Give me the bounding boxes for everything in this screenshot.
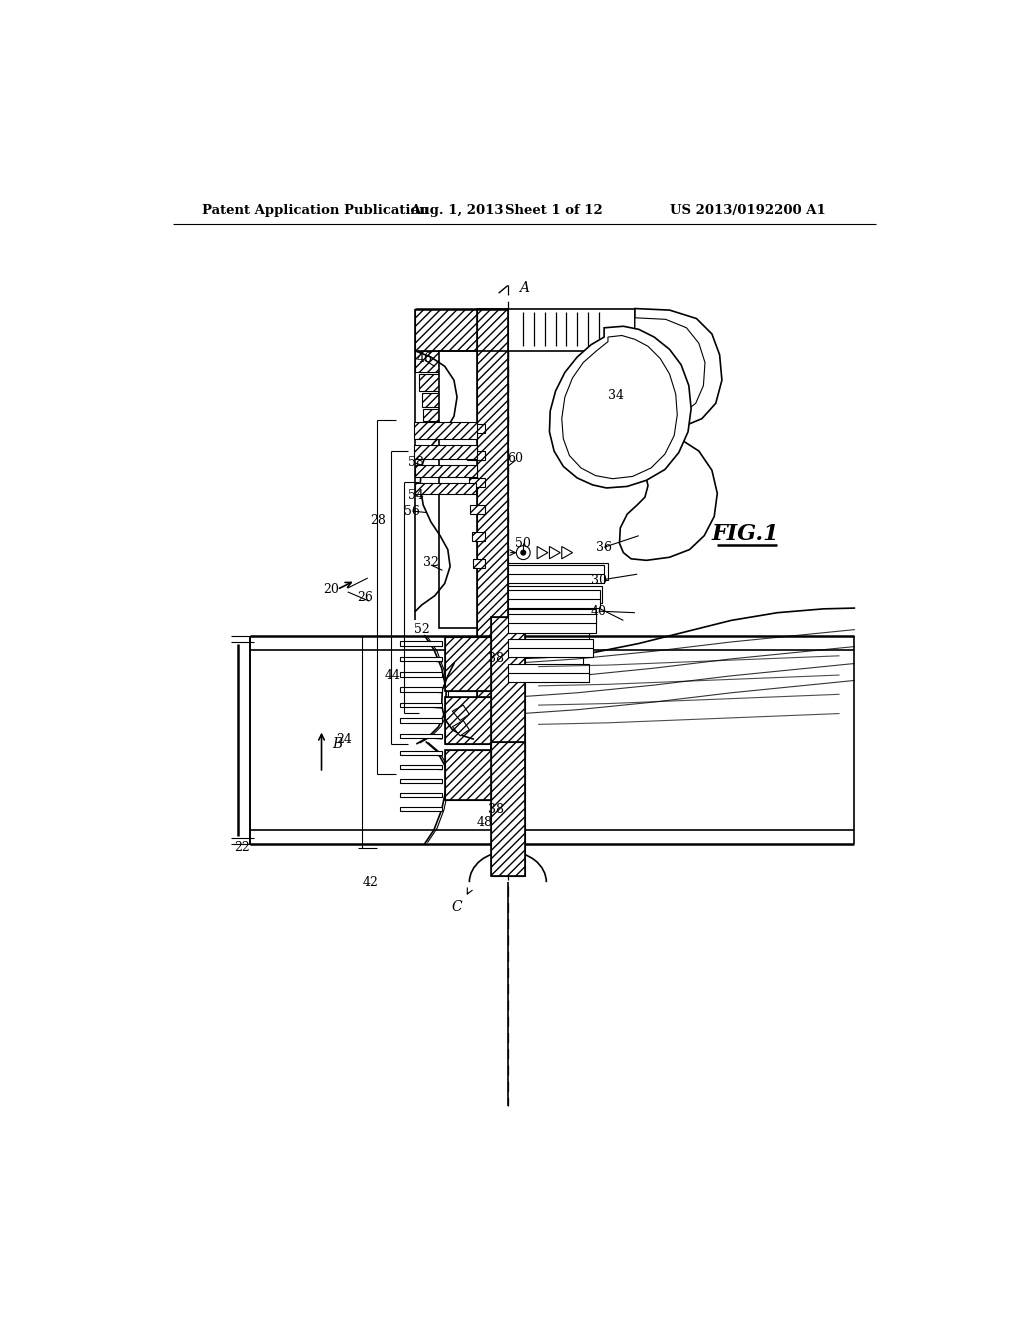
Bar — [416, 309, 508, 351]
Bar — [416, 483, 475, 494]
Text: 38: 38 — [488, 803, 504, 816]
Text: 26: 26 — [357, 591, 374, 603]
Circle shape — [521, 550, 525, 554]
Bar — [508, 655, 584, 672]
Bar — [477, 309, 508, 701]
Bar — [469, 478, 484, 487]
Polygon shape — [635, 309, 722, 429]
Bar — [472, 532, 484, 541]
Bar — [508, 586, 602, 603]
Text: 50: 50 — [515, 537, 531, 550]
Text: 48: 48 — [477, 816, 493, 829]
Bar — [400, 642, 442, 645]
Bar — [508, 565, 604, 583]
Bar — [400, 656, 442, 661]
Bar — [470, 506, 484, 515]
Bar — [414, 422, 477, 438]
Bar — [400, 672, 442, 677]
Bar — [444, 750, 490, 800]
Text: 30: 30 — [591, 574, 606, 587]
Text: 40: 40 — [591, 605, 606, 618]
Text: 60: 60 — [508, 453, 523, 465]
Bar — [508, 632, 590, 649]
Text: 28: 28 — [371, 513, 386, 527]
Bar — [423, 409, 508, 421]
Text: B: B — [333, 737, 343, 751]
Bar — [444, 697, 490, 743]
Text: Sheet 1 of 12: Sheet 1 of 12 — [505, 205, 602, 218]
Bar — [400, 751, 442, 755]
Bar — [400, 734, 442, 738]
Bar — [508, 562, 608, 579]
Bar — [466, 424, 484, 433]
Polygon shape — [453, 705, 469, 721]
Bar — [444, 750, 490, 800]
Text: 42: 42 — [362, 875, 379, 888]
Bar — [508, 609, 596, 626]
Text: Aug. 1, 2013: Aug. 1, 2013 — [410, 205, 504, 218]
Bar — [416, 351, 508, 372]
Text: 56: 56 — [404, 504, 420, 517]
Bar — [419, 374, 508, 391]
Polygon shape — [620, 424, 717, 560]
Text: 34: 34 — [607, 389, 624, 403]
Text: 36: 36 — [596, 541, 612, 554]
Bar — [400, 718, 442, 723]
Bar — [477, 309, 508, 701]
Bar — [414, 445, 477, 459]
Polygon shape — [550, 326, 691, 488]
Text: 58: 58 — [408, 455, 423, 469]
Bar — [508, 639, 593, 657]
Bar — [400, 779, 442, 783]
Bar — [490, 742, 525, 876]
Polygon shape — [453, 721, 469, 737]
Bar — [444, 697, 490, 743]
Bar — [467, 451, 484, 461]
Polygon shape — [562, 335, 677, 479]
Text: 22: 22 — [234, 841, 250, 854]
Text: 38: 38 — [488, 652, 504, 665]
Text: A: A — [518, 281, 528, 294]
Text: FIG.1: FIG.1 — [712, 523, 779, 545]
Bar — [444, 638, 490, 692]
Bar — [508, 664, 589, 682]
Text: Patent Application Publication: Patent Application Publication — [202, 205, 429, 218]
Bar — [490, 616, 525, 756]
Polygon shape — [635, 318, 705, 420]
Text: US 2013/0192200 A1: US 2013/0192200 A1 — [670, 205, 825, 218]
Bar — [444, 638, 490, 692]
Bar — [400, 807, 442, 810]
Text: 24: 24 — [337, 733, 352, 746]
Text: 44: 44 — [384, 669, 400, 682]
Bar — [400, 702, 442, 708]
Text: C: C — [452, 900, 463, 913]
Bar — [473, 558, 484, 568]
Text: 46: 46 — [417, 352, 433, 366]
Text: 32: 32 — [423, 556, 439, 569]
Bar — [490, 742, 525, 876]
Bar — [416, 465, 477, 478]
Bar — [508, 614, 596, 632]
Bar — [400, 766, 442, 770]
Bar — [490, 616, 525, 756]
Bar — [508, 309, 635, 351]
Text: 54: 54 — [408, 490, 423, 502]
Bar — [422, 393, 508, 407]
Bar — [508, 590, 600, 609]
Bar — [438, 351, 508, 628]
Text: 52: 52 — [414, 623, 429, 636]
Text: 20: 20 — [323, 583, 339, 597]
Bar — [400, 793, 442, 797]
Bar — [400, 688, 442, 692]
